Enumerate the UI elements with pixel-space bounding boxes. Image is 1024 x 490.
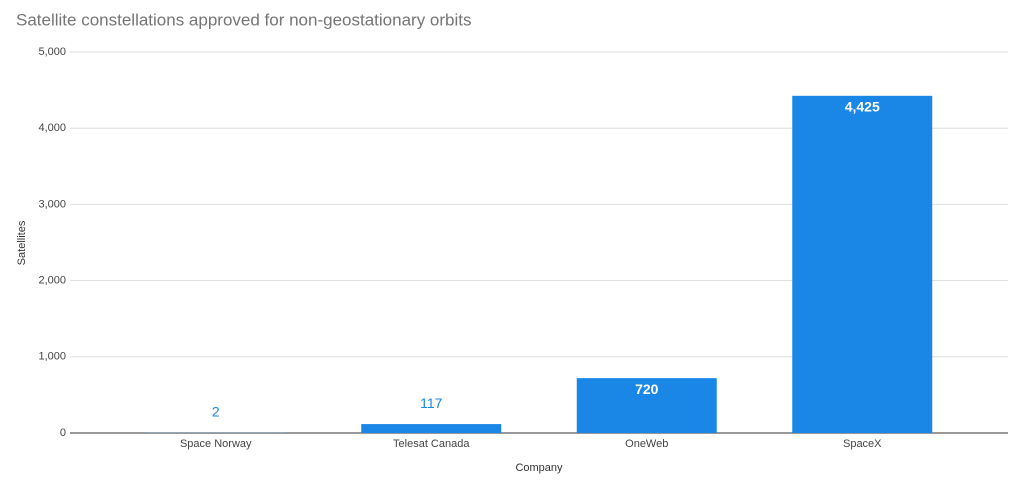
x-tick-label: Space Norway	[180, 438, 252, 450]
y-axis-label: Satellites	[16, 220, 28, 265]
y-tick-label: 1,000	[38, 351, 66, 363]
bar	[576, 378, 717, 433]
value-label: 2	[212, 404, 220, 420]
bar	[792, 95, 933, 433]
x-tick-label: Telesat Canada	[393, 438, 470, 450]
y-tick-label: 5,000	[38, 46, 66, 58]
chart-title: Satellite constellations approved for no…	[16, 10, 472, 29]
value-label: 117	[420, 395, 443, 411]
value-label: 720	[635, 381, 659, 397]
y-tick-label: 0	[60, 427, 66, 439]
x-tick-label: SpaceX	[843, 438, 882, 450]
x-tick-label: OneWeb	[625, 438, 668, 450]
bar	[361, 424, 502, 433]
y-tick-label: 3,000	[38, 198, 66, 210]
value-label: 4,425	[845, 99, 880, 115]
y-tick-label: 4,000	[38, 122, 66, 134]
x-axis-label: Company	[515, 462, 563, 474]
y-tick-label: 2,000	[38, 275, 66, 287]
